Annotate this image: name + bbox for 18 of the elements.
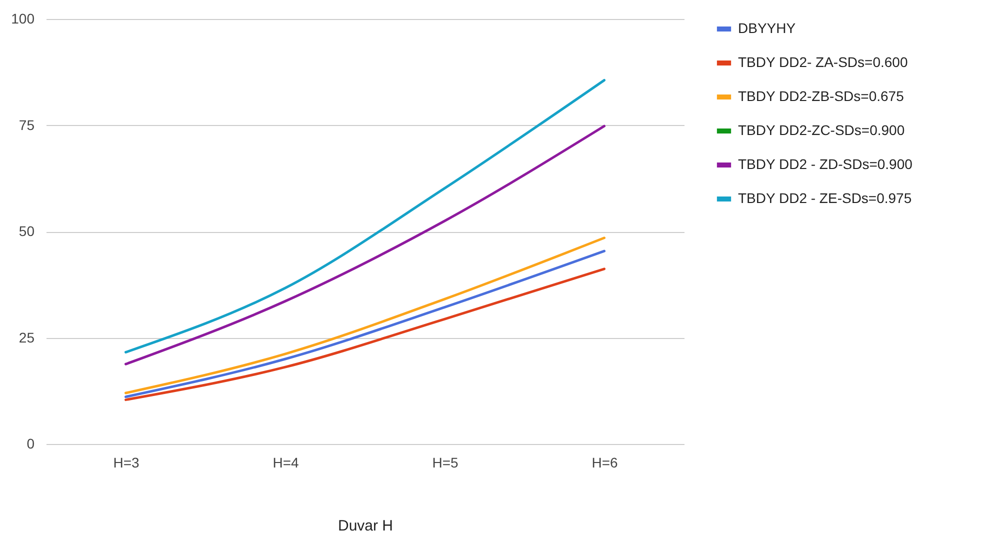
x-tick-label: H=3 [113,454,140,470]
y-tick-label: 100 [11,10,35,26]
x-tick-label: H=5 [432,454,458,470]
x-axis-title: Duvar H [338,518,394,534]
y-tick-label: 25 [18,329,35,346]
legend-label: DBYYHY [738,20,796,36]
line-series [124,124,606,366]
legend-label: TBDY DD2-ZC-SDs=0.900 [738,122,905,138]
legend-label: TBDY DD2- ZA-SDs=0.600 [738,54,908,70]
y-tick-label: 50 [18,223,35,239]
x-tick-label: H=6 [592,454,618,470]
x-tick-label: H=4 [272,454,299,470]
legend-label: TBDY DD2-ZB-SDs=0.675 [738,88,904,104]
legend-label: TBDY DD2 - ZD-SDs=0.900 [738,156,913,172]
line-series [124,78,606,354]
y-tick-label: 75 [18,116,35,133]
legend-label: TBDY DD2 - ZE-SDs=0.975 [738,190,912,206]
y-tick-label: 0 [26,436,35,452]
